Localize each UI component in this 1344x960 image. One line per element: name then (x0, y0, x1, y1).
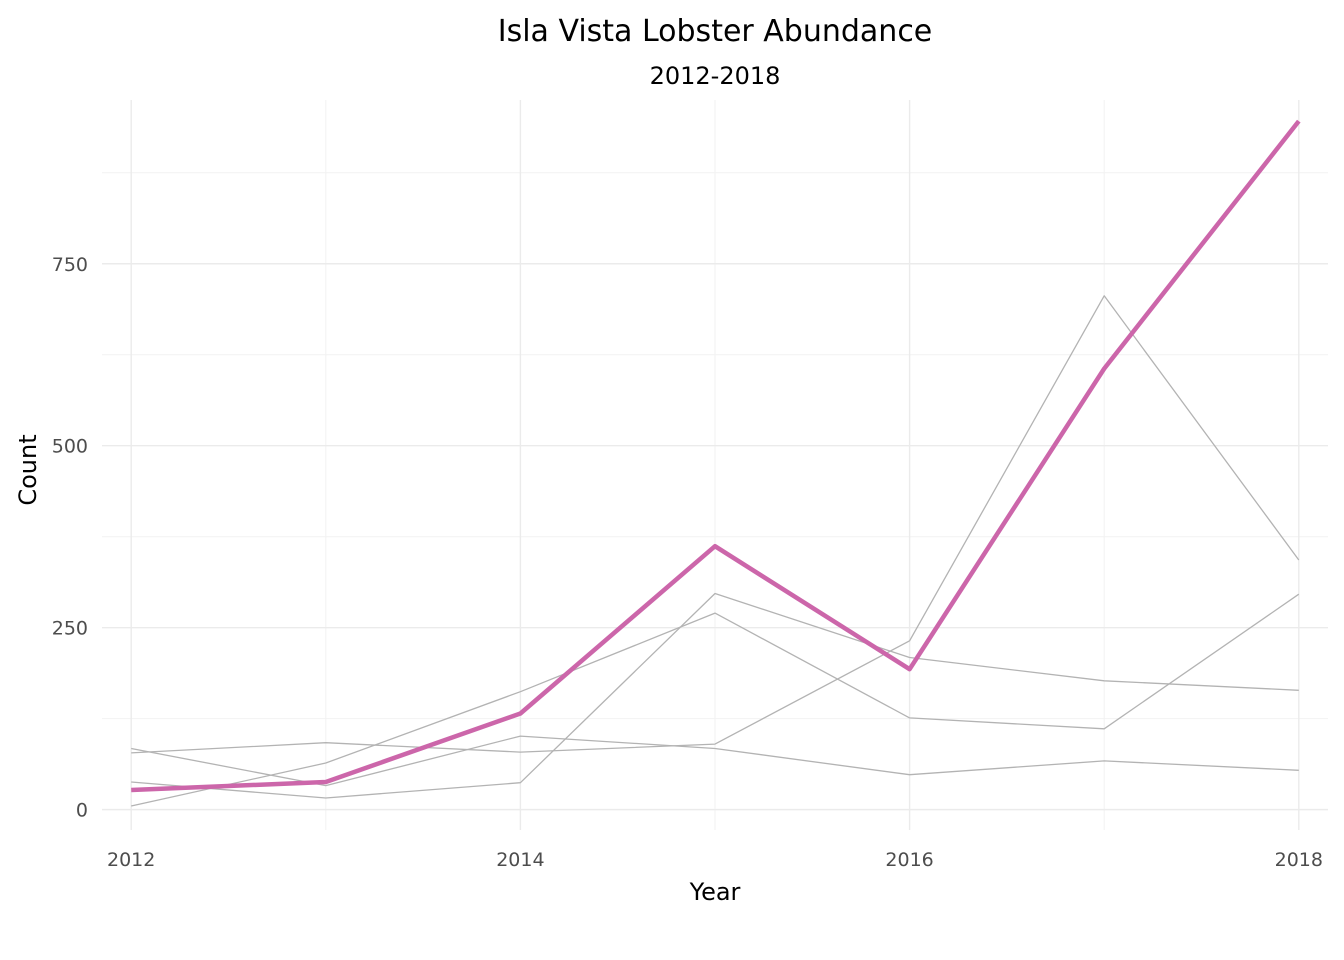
series-line-2 (131, 295, 1300, 754)
x-tick-label: 2016 (885, 849, 933, 871)
y-tick-label: 250 (52, 618, 88, 640)
tick-labels: 0 250 500 750 2012 2014 2016 2018 (52, 254, 1323, 871)
y-tick-label: 0 (76, 800, 88, 822)
series-line-4 (131, 593, 1300, 807)
series-line-3 (131, 592, 1299, 799)
chart-title: Isla Vista Lobster Abundance (498, 14, 933, 49)
x-tick-label: 2018 (1275, 849, 1323, 871)
x-tick-label: 2014 (496, 849, 544, 871)
y-tick-label: 500 (52, 436, 88, 458)
y-tick-label: 750 (52, 254, 88, 276)
x-axis-title: Year (689, 878, 741, 906)
grid (102, 100, 1328, 830)
series-lines (131, 119, 1301, 807)
x-tick-label: 2012 (107, 849, 155, 871)
y-axis-title: Count (14, 434, 42, 505)
series-line-highlighted (131, 119, 1301, 793)
chart-subtitle: 2012-2018 (650, 62, 781, 90)
series-line-1 (131, 735, 1299, 787)
